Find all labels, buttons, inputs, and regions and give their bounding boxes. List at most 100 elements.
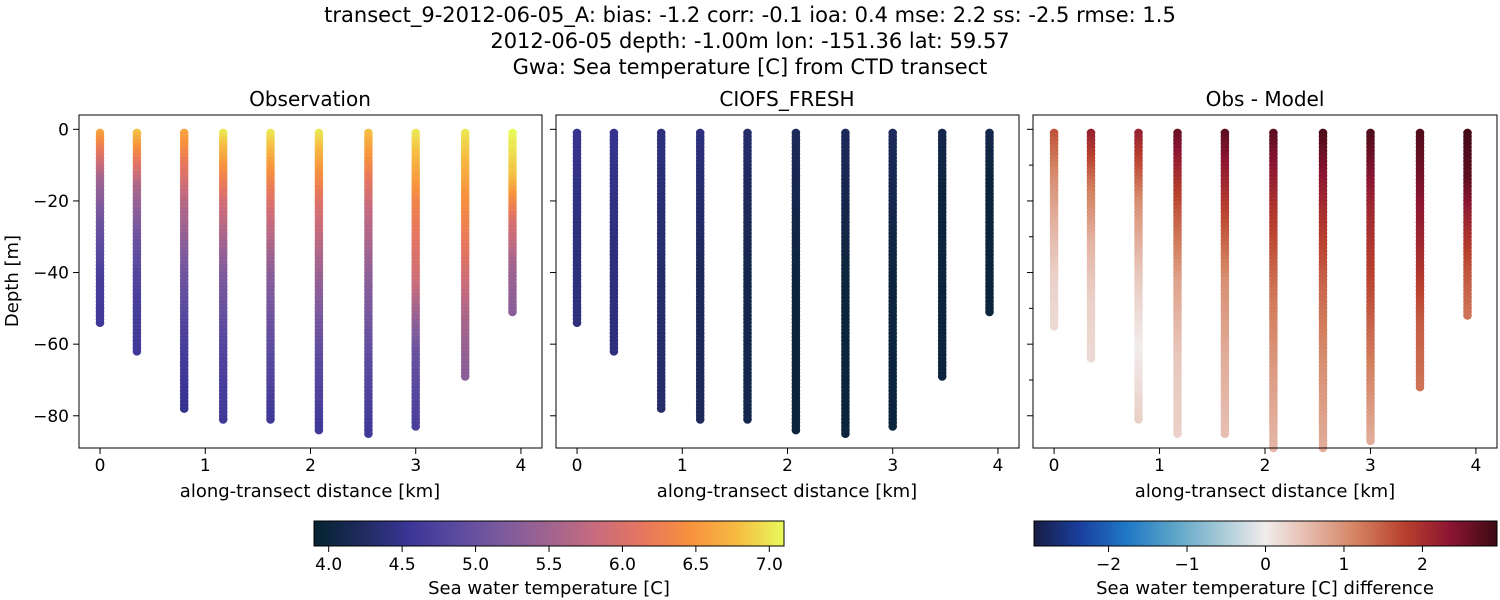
colorbar-tick-label: 2 (1417, 555, 1428, 575)
cast-2 (179, 128, 189, 413)
colorbar-tick-label: 4.5 (389, 555, 416, 575)
data-point (218, 415, 228, 424)
cast-8 (937, 128, 947, 381)
colorbar-gradient (1033, 520, 1498, 547)
data-point (1415, 382, 1425, 392)
data-point (411, 422, 421, 431)
data-point (1463, 311, 1472, 320)
colorbar-tick-label: −2 (1096, 555, 1121, 575)
data-point (132, 347, 142, 356)
colorbar-tick-label: 7.0 (756, 555, 783, 575)
data-point (572, 318, 582, 328)
y-tick-label: −80 (33, 407, 69, 427)
cast-5 (1269, 128, 1278, 453)
colorbar-tick-label: −1 (1174, 555, 1199, 575)
cast-4 (743, 128, 752, 424)
colorbar-tick-label: 6.5 (682, 555, 709, 575)
x-axis-ticks: 0 1 2 3 4 (1049, 448, 1481, 476)
figure-title-line-1: transect_9-2012-06-05_A: bias: -1.2 corr… (324, 3, 1176, 28)
data-point (841, 429, 850, 439)
cast-9 (985, 128, 994, 317)
colorbar-label: Sea water temperature [C] (428, 578, 670, 599)
x-axis-ticks: 0 1 2 3 4 (572, 448, 1003, 476)
data-point (1173, 429, 1182, 439)
figure-title-line-2: 2012-06-05 depth: -1.00m lon: -151.36 la… (490, 29, 1009, 53)
x-tick-label: 1 (200, 456, 211, 476)
data-point (1220, 429, 1230, 439)
cast-5 (791, 128, 801, 435)
colorbar-tick-label: 0 (1260, 555, 1271, 575)
x-tick-label: 0 (95, 456, 106, 476)
y-tick-label: −20 (33, 192, 69, 212)
x-axis-label: along-transect distance [km] (1135, 481, 1395, 502)
x-tick-label: 0 (1049, 456, 1060, 476)
cast-6 (841, 128, 850, 439)
data-point (1049, 322, 1059, 331)
x-tick-label: 1 (677, 456, 688, 476)
scatter-marks (95, 128, 517, 439)
data-point (460, 372, 470, 381)
colorbar-ticks: −2 −1 0 1 2 (1096, 546, 1428, 575)
data-point (364, 429, 373, 439)
cast-4 (266, 128, 275, 424)
cast-7 (888, 128, 897, 431)
cast-2 (656, 128, 666, 413)
x-axis-label: along-transect distance [km] (657, 481, 917, 502)
data-point (609, 347, 619, 356)
data-point (985, 307, 994, 317)
x-tick-label: 2 (782, 456, 793, 476)
panel-obs-minus-model: Obs - Model 0 1 2 3 4 along-transect distanc… (1027, 87, 1498, 502)
data-point (179, 404, 189, 413)
y-tick-label: −60 (33, 335, 69, 355)
cast-7 (1366, 128, 1375, 446)
colorbar-tick-label: 5.5 (535, 555, 562, 575)
y-tick-label: −40 (33, 264, 69, 284)
data-point (888, 422, 897, 431)
cast-0 (1049, 128, 1059, 331)
axes-frame (1032, 114, 1498, 449)
cast-9 (508, 128, 517, 317)
figure-title-line-3: Gwa: Sea temperature [C] from CTD transe… (513, 55, 988, 79)
cast-3 (1173, 128, 1182, 439)
cast-1 (1086, 128, 1096, 363)
panel-title: Observation (249, 87, 371, 111)
x-tick-label: 2 (305, 456, 316, 476)
colorbar-label: Sea water temperature [C] difference (1096, 578, 1434, 599)
cast-7 (411, 128, 421, 431)
x-axis-label: along-transect distance [km] (180, 481, 440, 502)
data-point (743, 415, 752, 424)
colorbar-tick-label: 6.0 (609, 555, 636, 575)
cast-1 (132, 128, 142, 356)
scatter-marks (572, 128, 994, 439)
data-point (656, 404, 666, 413)
cast-5 (314, 128, 324, 435)
cast-1 (609, 128, 619, 356)
y-axis-ticks (550, 128, 556, 417)
data-point (508, 307, 517, 317)
x-axis-ticks: 0 1 2 3 4 (95, 448, 527, 476)
data-point (266, 415, 275, 424)
x-tick-label: 4 (1470, 456, 1481, 476)
data-point (95, 318, 105, 328)
data-point (937, 372, 947, 381)
x-tick-label: 4 (516, 456, 527, 476)
x-tick-label: 3 (1365, 456, 1376, 476)
colorbar-tick-label: 5.0 (462, 555, 489, 575)
cast-0 (95, 128, 105, 328)
colorbar-ticks: 4.0 4.5 5.0 5.5 6.0 6.5 7.0 (315, 546, 783, 575)
cast-8 (1415, 128, 1425, 392)
data-point (1086, 354, 1096, 363)
cast-0 (572, 128, 582, 328)
cast-6 (1318, 128, 1328, 453)
cast-4 (1220, 128, 1230, 439)
x-tick-label: 2 (1260, 456, 1271, 476)
panel-title: Obs - Model (1206, 87, 1325, 111)
colorbar-temperature: 4.0 4.5 5.0 5.5 6.0 6.5 7.0 Sea water temperat… (313, 520, 785, 599)
panel-observation: Observation 0 1 2 3 4 0 −20 −40 −60 −80 along-tr… (2, 87, 543, 502)
axes-frame (78, 114, 543, 449)
x-tick-label: 3 (410, 456, 421, 476)
cast-3 (218, 128, 228, 424)
data-point (314, 425, 324, 435)
panel-title: CIOFS_FRESH (719, 87, 854, 111)
